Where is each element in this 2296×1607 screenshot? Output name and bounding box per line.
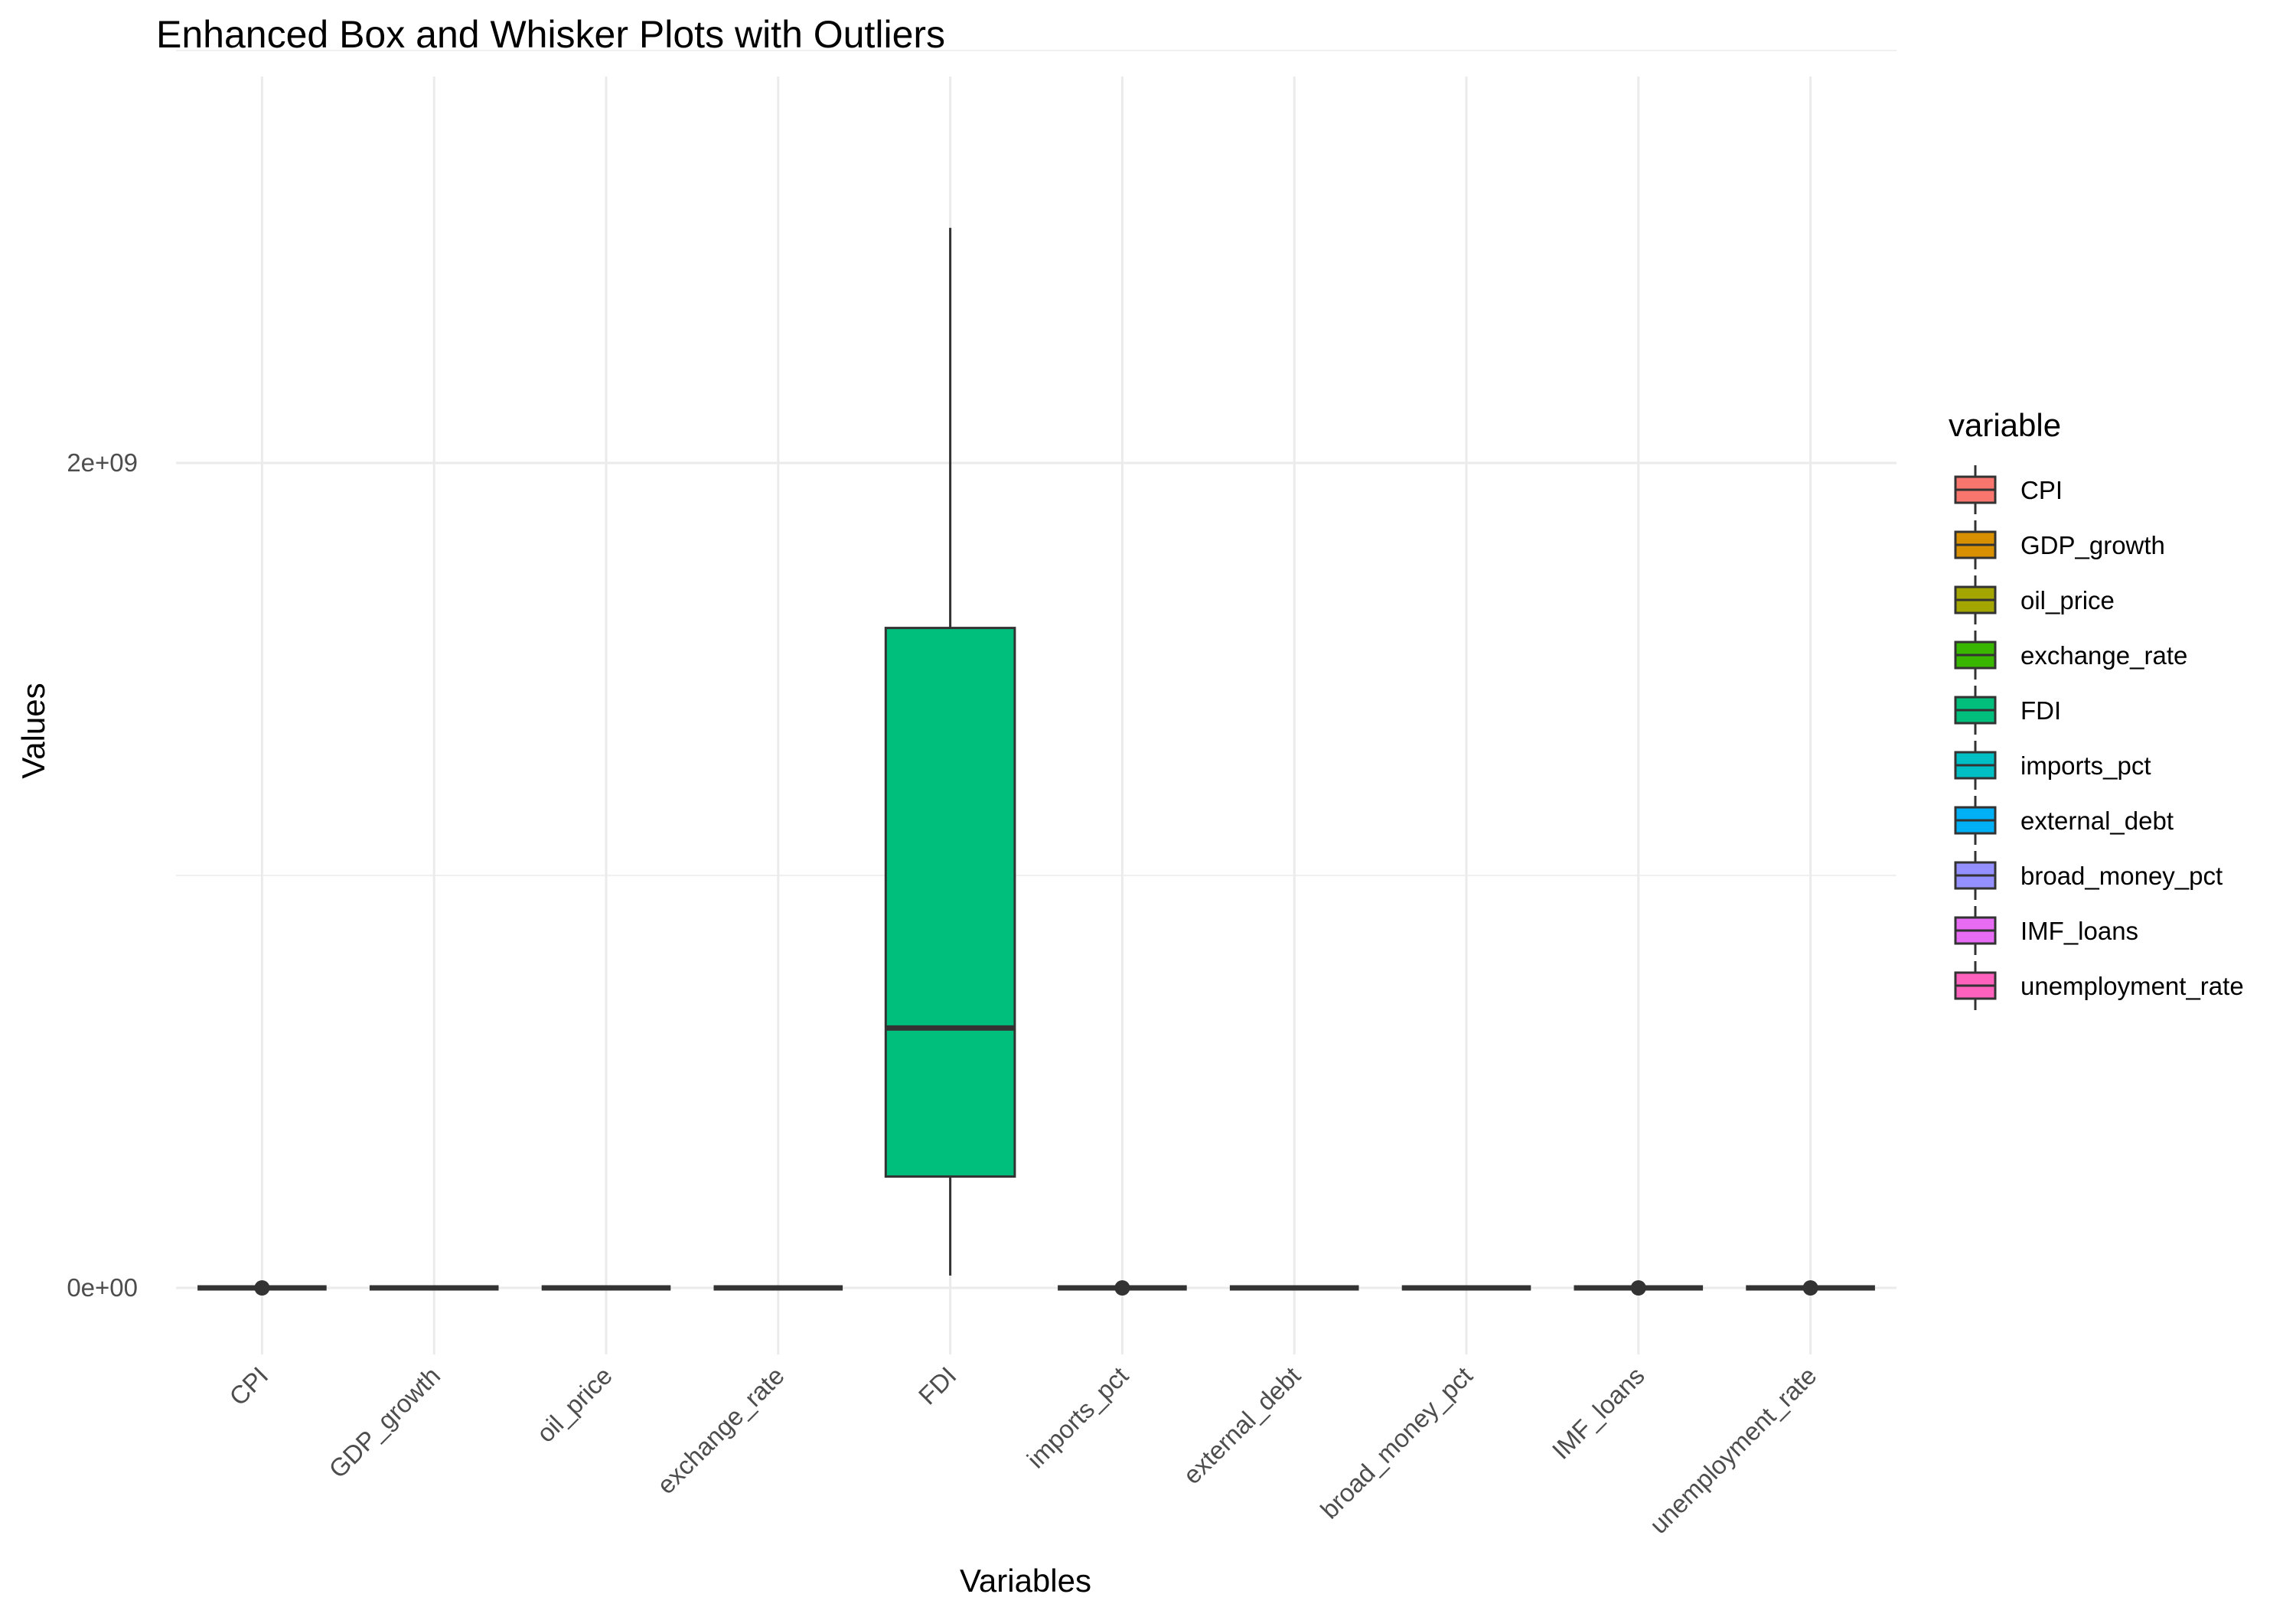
outlier-point — [1114, 1280, 1130, 1296]
box-CPI — [197, 1280, 327, 1296]
legend-label: unemployment_rate — [2020, 972, 2244, 1000]
outlier-point — [1802, 1280, 1818, 1296]
legend-item-imports-pct: imports_pct — [1954, 741, 2151, 790]
legend-item-GDP-growth: GDP_growth — [1954, 520, 2165, 569]
x-tick-label: GDP_growth — [323, 1361, 445, 1484]
legend-item-oil-price: oil_price — [1954, 575, 2115, 624]
box-FDI — [884, 227, 1016, 1276]
outlier-point — [254, 1280, 270, 1296]
legend-label: FDI — [2020, 696, 2061, 725]
x-tick-label: unemployment_rate — [1644, 1361, 1821, 1539]
x-axis-title: Variables — [960, 1563, 1091, 1599]
legend-item-FDI: FDI — [1954, 686, 2061, 735]
y-tick-label: 0e+00 — [67, 1273, 138, 1302]
box-body — [884, 627, 1016, 1178]
y-axis-title: Values — [15, 683, 51, 778]
legend-label: CPI — [2020, 476, 2063, 504]
x-tick-label: IMF_loans — [1547, 1361, 1650, 1465]
outlier-point — [1630, 1280, 1646, 1296]
legend-label: oil_price — [2020, 586, 2115, 614]
x-tick-label: FDI — [913, 1361, 962, 1410]
y-tick-label: 2e+09 — [67, 448, 138, 477]
x-tick-label: imports_pct — [1022, 1361, 1134, 1474]
box-unemployment-rate — [1746, 1280, 1875, 1296]
x-tick-label: external_debt — [1178, 1361, 1306, 1490]
legend-title: variable — [1949, 407, 2061, 443]
legend-item-CPI: CPI — [1954, 465, 2063, 514]
box-imports-pct — [1058, 1280, 1187, 1296]
legend: variable CPI GDP_growth oil_price exchange_… — [1949, 407, 2244, 1010]
chart-title: Enhanced Box and Whisker Plots with Outl… — [156, 13, 945, 56]
box-IMF-loans — [1574, 1280, 1704, 1296]
legend-item-broad-money-pct: broad_money_pct — [1954, 851, 2223, 900]
legend-item-IMF-loans: IMF_loans — [1954, 906, 2138, 955]
x-tick-label: oil_price — [531, 1361, 618, 1448]
boxes — [197, 227, 1875, 1296]
x-tick-label: CPI — [223, 1361, 273, 1411]
legend-label: broad_money_pct — [2020, 862, 2223, 890]
legend-item-unemployment-rate: unemployment_rate — [1954, 961, 2244, 1010]
legend-label: imports_pct — [2020, 751, 2151, 780]
x-tick-label: broad_money_pct — [1315, 1361, 1478, 1524]
x-tick-label: exchange_rate — [651, 1361, 790, 1500]
x-axis-ticks: CPI GDP_growth oil_price exchange_rate FDI im… — [223, 1361, 1821, 1539]
legend-item-exchange-rate: exchange_rate — [1954, 631, 2187, 680]
legend-label: external_debt — [2020, 807, 2174, 835]
legend-label: exchange_rate — [2020, 641, 2187, 670]
grid — [176, 50, 1896, 1354]
legend-label: IMF_loans — [2020, 917, 2138, 945]
legend-item-external-debt: external_debt — [1954, 796, 2174, 845]
legend-label: GDP_growth — [2020, 531, 2165, 559]
